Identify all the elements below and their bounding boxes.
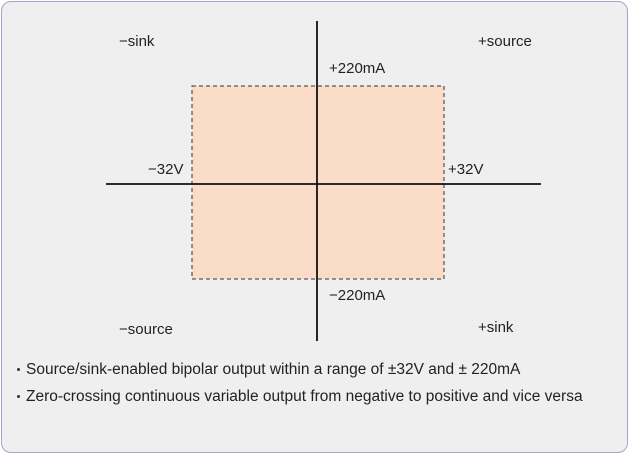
bullet — [17, 395, 20, 398]
quadrant-label: −source — [119, 321, 173, 338]
note-text: Source/sink-enabled bipolar output withi… — [26, 361, 521, 378]
quadrant-label: −sink — [119, 33, 155, 50]
note: Source/sink-enabled bipolar output withi… — [16, 360, 616, 379]
axis-label: +32V — [448, 161, 484, 178]
bullet — [17, 368, 20, 371]
quadrant-label: +source — [478, 33, 532, 50]
axis-label: −32V — [148, 161, 184, 178]
note: Zero-crossing continuous variable output… — [16, 387, 616, 406]
notes: Source/sink-enabled bipolar output withi… — [16, 360, 616, 414]
operating-range — [191, 85, 445, 280]
note-text: Zero-crossing continuous variable output… — [26, 388, 583, 405]
axis-label: +220mA — [329, 60, 386, 77]
quadrant-label: +sink — [478, 319, 514, 336]
axis-label: −220mA — [329, 287, 386, 304]
